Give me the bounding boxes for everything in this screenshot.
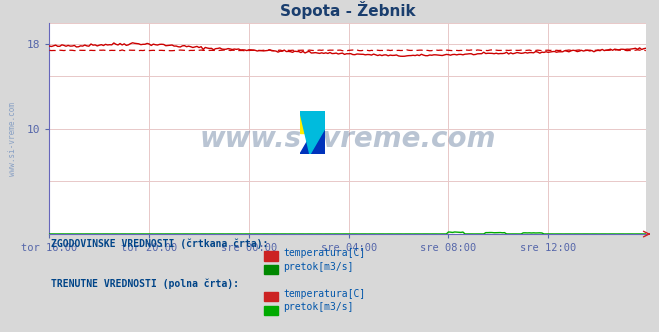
Text: temperatura[C]: temperatura[C]: [283, 248, 366, 258]
Bar: [300, 111, 312, 133]
Text: pretok[m3/s]: pretok[m3/s]: [283, 302, 354, 312]
Text: ZGODOVINSKE VREDNOSTI (črtkana črta):: ZGODOVINSKE VREDNOSTI (črtkana črta):: [51, 239, 269, 249]
Polygon shape: [312, 111, 325, 133]
Bar: [300, 133, 312, 154]
Text: temperatura[C]: temperatura[C]: [283, 289, 366, 299]
Title: Sopota - Žebnik: Sopota - Žebnik: [280, 1, 415, 19]
Text: www.si-vreme.com: www.si-vreme.com: [200, 125, 496, 153]
Bar: [312, 133, 325, 154]
Text: www.si-vreme.com: www.si-vreme.com: [8, 103, 17, 176]
Bar: [312, 111, 325, 133]
Polygon shape: [300, 111, 325, 154]
Text: pretok[m3/s]: pretok[m3/s]: [283, 262, 354, 272]
Text: TRENUTNE VREDNOSTI (polna črta):: TRENUTNE VREDNOSTI (polna črta):: [51, 279, 239, 289]
Polygon shape: [300, 111, 312, 133]
Polygon shape: [300, 111, 325, 154]
